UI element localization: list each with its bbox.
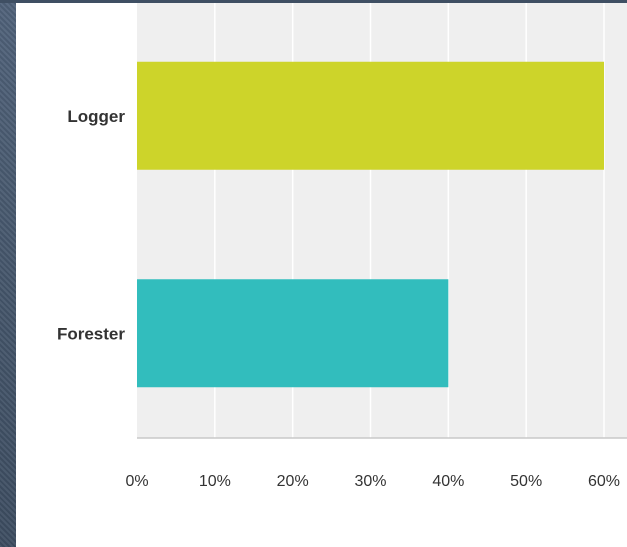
x-tick-label: 10% [199,473,231,490]
window-top-border [0,0,627,3]
window-border [0,0,16,547]
x-tick-label: 40% [432,473,464,490]
category-labels: Logger Forester [57,107,125,344]
x-tick-label: 50% [510,473,542,490]
category-label-forester: Forester [57,324,125,343]
x-tick-label: 20% [277,473,309,490]
x-tick-label: 60% [588,473,620,490]
x-tick-label: 30% [354,473,386,490]
bar-forester [137,279,449,388]
x-tick-labels: 0% 10% 20% 30% 40% 50% 60% [125,473,620,490]
bar-logger [137,61,604,170]
bars [137,61,604,388]
x-tick-label: 0% [125,473,148,490]
category-label-logger: Logger [67,107,125,126]
